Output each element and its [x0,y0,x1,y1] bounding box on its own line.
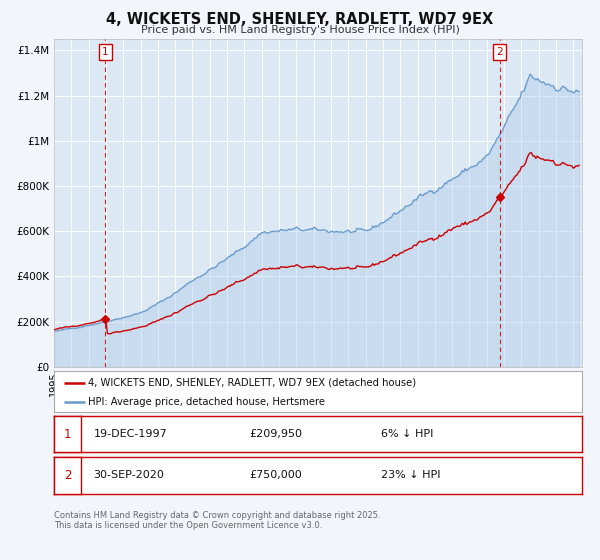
Text: 1: 1 [64,427,71,441]
Text: 23% ↓ HPI: 23% ↓ HPI [382,470,441,480]
Text: 1: 1 [102,47,109,57]
Text: 4, WICKETS END, SHENLEY, RADLETT, WD7 9EX (detached house): 4, WICKETS END, SHENLEY, RADLETT, WD7 9E… [88,377,416,388]
Text: HPI: Average price, detached house, Hertsmere: HPI: Average price, detached house, Hert… [88,396,325,407]
Text: Contains HM Land Registry data © Crown copyright and database right 2025.
This d: Contains HM Land Registry data © Crown c… [54,511,380,530]
Text: 2: 2 [64,469,71,482]
Text: £209,950: £209,950 [250,429,302,439]
Text: 30-SEP-2020: 30-SEP-2020 [94,470,164,480]
Text: 6% ↓ HPI: 6% ↓ HPI [382,429,434,439]
Text: £750,000: £750,000 [250,470,302,480]
Text: Price paid vs. HM Land Registry's House Price Index (HPI): Price paid vs. HM Land Registry's House … [140,25,460,35]
Text: 19-DEC-1997: 19-DEC-1997 [94,429,167,439]
Text: 2: 2 [496,47,503,57]
Text: 4, WICKETS END, SHENLEY, RADLETT, WD7 9EX: 4, WICKETS END, SHENLEY, RADLETT, WD7 9E… [106,12,494,27]
